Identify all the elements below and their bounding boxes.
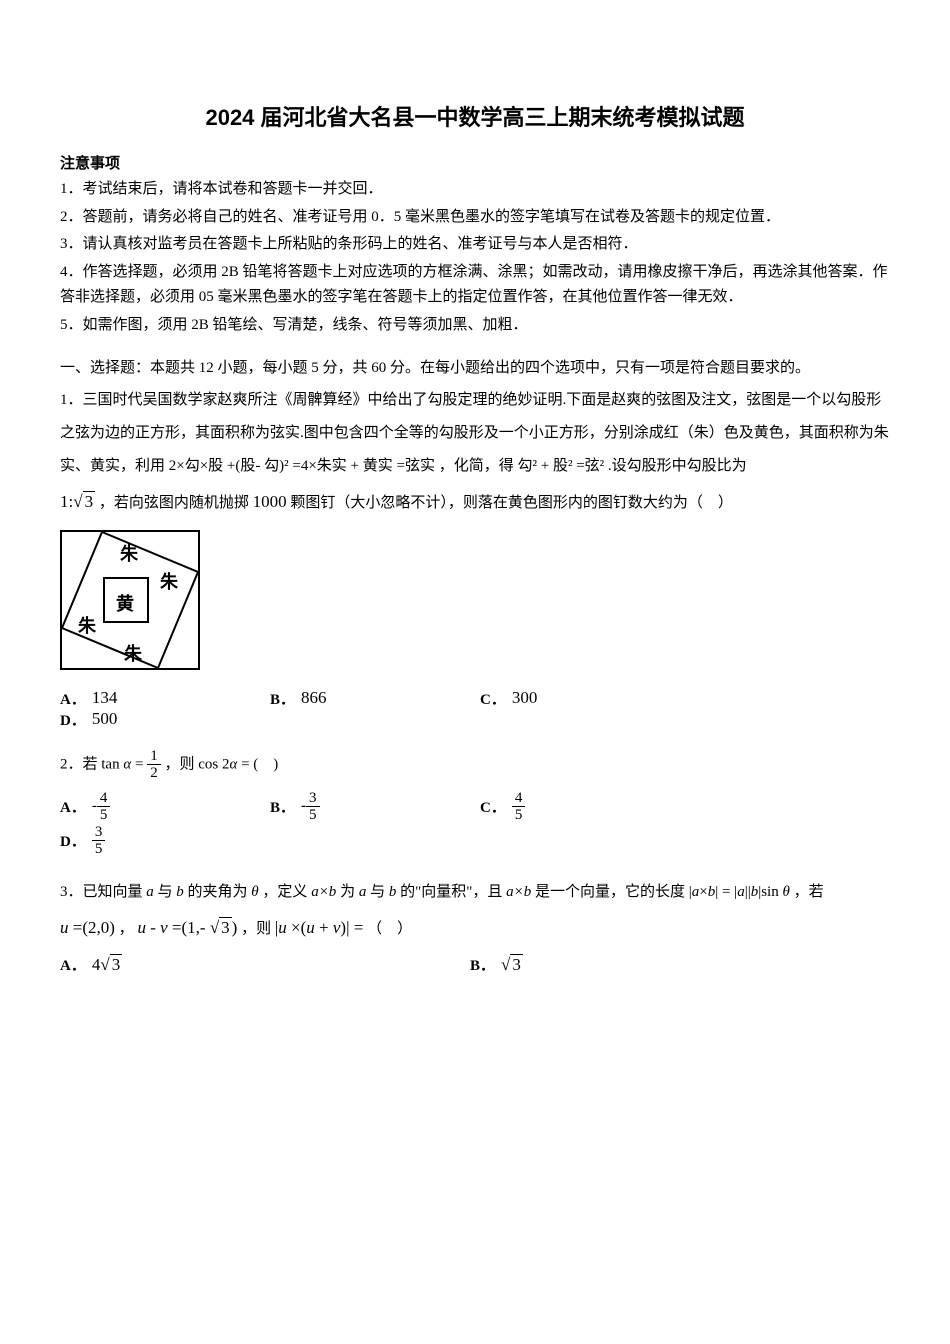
option-letter-c: C． xyxy=(480,796,506,817)
q3-formula-u: u =(2,0) xyxy=(60,918,115,937)
q1-options: A． 134 B． 866 C． 300 D． 500 xyxy=(60,688,890,730)
q3-var-b-2: b xyxy=(389,884,397,900)
instruction-4: 4．作答选择题，必须用 2B 铅笔将答题卡上对应选项的方框涂满、涂黑；如需改动，… xyxy=(60,260,890,311)
q3-text-4: ，定义 xyxy=(262,884,307,900)
xuan-diagram-container: 朱 朱 黄 朱 朱 xyxy=(60,530,890,670)
q2-option-a: A． - 45 xyxy=(60,790,260,824)
q1-formula-2: 勾² + 股² =弦² xyxy=(517,458,604,474)
notice-header: 注意事项 xyxy=(60,152,890,173)
option-letter-a: A． xyxy=(60,796,86,817)
q1-opt-d-val: 500 xyxy=(92,709,118,729)
q3-text-5: 为 xyxy=(340,884,355,900)
q3-options: A． 43 B． 3 xyxy=(60,954,890,975)
q3-formula-uv: u - v =(1,- 3) xyxy=(137,918,237,937)
instruction-3: 3．请认真核对监考员在答题卡上所粘贴的条形码上的姓名、准考证号与本人是否相符． xyxy=(60,232,890,258)
option-letter-b: B． xyxy=(270,688,295,709)
q3-formula-len: |a×b| = |a||b|sin θ xyxy=(689,884,790,900)
option-letter-d: D． xyxy=(60,709,86,730)
q1-count: 1000 xyxy=(253,492,287,511)
instruction-2: 2．答题前，请务必将自己的姓名、准考证号用 0．5 毫米黑色墨水的签字笔填写在试… xyxy=(60,205,890,231)
q3-text-3: 的夹角为 xyxy=(188,884,248,900)
q3-text-11: （ ） xyxy=(367,921,412,937)
q2-option-b: B． - 35 xyxy=(270,790,470,824)
q3-text-6: 的"向量积"，且 xyxy=(400,884,502,900)
q3-option-a: A． 43 xyxy=(60,954,460,975)
q3-formula-q: |u ×(u + v)| = xyxy=(275,918,363,937)
q3-var-a-2: a xyxy=(359,884,367,900)
option-letter-b: B． xyxy=(270,796,295,817)
q2-opt-a-frac: 45 xyxy=(97,790,111,824)
q1-option-b: B． 866 xyxy=(270,688,470,709)
q3-option-b: B． 3 xyxy=(470,954,870,975)
q3-text-2b: 与 xyxy=(370,884,385,900)
q1-opt-b-val: 866 xyxy=(301,688,327,708)
q3-cross-ab-1: a×b xyxy=(311,884,336,900)
q1-opt-a-val: 134 xyxy=(92,688,118,708)
q2-opt-c-frac: 45 xyxy=(512,790,526,824)
q3-text-7: 是一个向量，它的长度 xyxy=(535,884,685,900)
q1-text-5: 颗图钉（大小忽略不计），则落在黄色图形内的图钉数大约为（ ） xyxy=(290,495,733,511)
exam-title: 2024 届河北省大名县一中数学高三上期末统考模拟试题 xyxy=(60,100,890,132)
q1-text-3: .设勾股形中勾股比为 xyxy=(608,458,747,474)
question-3: 3．已知向量 a 与 b 的夹角为 θ ，定义 a×b 为 a 与 b 的"向量… xyxy=(60,876,890,946)
q3-var-b: b xyxy=(176,884,184,900)
q2-option-c: C． 45 xyxy=(480,790,680,824)
q3-text-10: ，则 xyxy=(241,921,271,937)
option-letter-d: D． xyxy=(60,830,86,851)
q2-opt-b-frac: 35 xyxy=(306,790,320,824)
q3-var-a: a xyxy=(146,884,154,900)
huang-label: 黄 xyxy=(116,590,134,616)
q1-option-c: C． 300 xyxy=(480,688,680,709)
instructions-block: 注意事项 1．考试结束后，请将本试卷和答题卡一并交回． 2．答题前，请务必将自己… xyxy=(60,152,890,338)
option-letter-c: C． xyxy=(480,688,506,709)
question-2: 2．若 tan α = 12 ，则 cos 2α = ( ) xyxy=(60,748,890,782)
q3-opt-b-val: 3 xyxy=(501,955,523,975)
q3-cross-ab-2: a×b xyxy=(506,884,531,900)
zhu-label-right: 朱 xyxy=(160,568,178,594)
q1-formula-1: 2×勾×股 +(股- 勾)² =4×朱实 + 黄实 =弦实 xyxy=(169,458,435,474)
q3-text-8: ，若 xyxy=(794,884,824,900)
q1-option-a: A． 134 xyxy=(60,688,260,709)
q2-text-1: 2．若 xyxy=(60,756,98,772)
option-letter-a: A． xyxy=(60,954,86,975)
q2-formula-rhs: cos 2α = xyxy=(198,756,249,772)
q3-var-theta: θ xyxy=(251,884,258,900)
zhu-label-left: 朱 xyxy=(78,612,96,638)
zhu-label-top: 朱 xyxy=(120,540,138,566)
instruction-5: 5．如需作图，须用 2B 铅笔绘、写清楚，线条、符号等须加黑、加粗． xyxy=(60,313,890,339)
q3-text-9: ， xyxy=(119,921,134,937)
q2-opt-d-frac: 35 xyxy=(92,824,106,858)
q1-option-d: D． 500 xyxy=(60,709,260,730)
q3-text-2: 与 xyxy=(158,884,173,900)
q1-opt-c-val: 300 xyxy=(512,688,538,708)
question-1: 1．三国时代吴国数学家赵爽所注《周髀算经》中给出了勾股定理的绝妙证明.下面是赵爽… xyxy=(60,384,890,520)
q1-text-2: ，化简，得 xyxy=(439,458,514,474)
q2-option-d: D． 35 xyxy=(60,824,260,858)
instruction-1: 1．考试结束后，请将本试卷和答题卡一并交回． xyxy=(60,177,890,203)
q2-options: A． - 45 B． - 35 C． 45 D． 35 xyxy=(60,790,890,858)
q3-opt-a-val: 43 xyxy=(92,955,122,975)
xuan-diagram: 朱 朱 黄 朱 朱 xyxy=(60,530,200,670)
section1-intro: 一、选择题：本题共 12 小题，每小题 5 分，共 60 分。在每小题给出的四个… xyxy=(60,356,890,382)
q1-ratio: 1:3 xyxy=(60,492,95,511)
zhu-label-bottom: 朱 xyxy=(124,640,142,666)
q2-text-2: ，则 xyxy=(164,756,194,772)
q2-text-3: ( ) xyxy=(253,756,278,772)
option-letter-a: A． xyxy=(60,688,86,709)
q1-text-4: ，若向弦图内随机抛掷 xyxy=(99,495,249,511)
q2-formula-lhs: tan α = 12 xyxy=(101,748,160,782)
q3-text-1: 3．已知向量 xyxy=(60,884,143,900)
option-letter-b: B． xyxy=(470,954,495,975)
